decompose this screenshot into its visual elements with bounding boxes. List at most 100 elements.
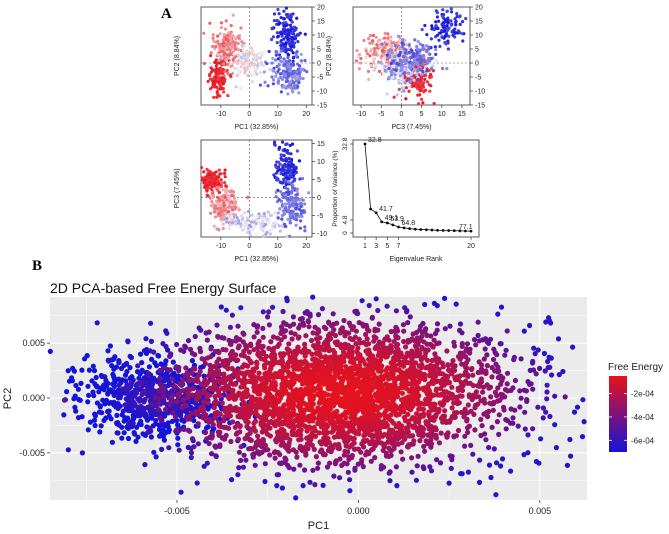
data-point — [212, 39, 216, 43]
data-point — [478, 416, 484, 422]
data-point — [250, 213, 254, 217]
data-point — [132, 431, 138, 437]
data-point — [297, 64, 302, 68]
data-point — [533, 371, 539, 377]
data-point — [385, 42, 389, 47]
data-point — [498, 304, 505, 310]
data-point — [212, 224, 216, 228]
data-point — [287, 156, 291, 161]
data-point — [457, 321, 464, 327]
data-point — [319, 306, 325, 312]
data-point — [389, 70, 393, 74]
data-point — [198, 364, 204, 371]
data-point — [234, 37, 238, 41]
data-point — [394, 68, 398, 72]
data-point — [262, 478, 268, 485]
data-point — [288, 23, 293, 27]
data-point — [294, 213, 299, 217]
data-point — [442, 36, 446, 40]
data-point — [459, 409, 465, 416]
data-point — [521, 328, 527, 334]
data-point — [394, 45, 399, 49]
data-point — [553, 445, 560, 451]
data-point — [400, 456, 406, 462]
data-point — [241, 51, 245, 55]
data-point — [473, 342, 479, 348]
y-tick-label: 20 — [475, 5, 483, 12]
data-point — [420, 72, 424, 77]
data-point — [212, 443, 218, 449]
data-point — [295, 203, 299, 207]
data-point — [455, 12, 459, 16]
data-point — [109, 439, 115, 445]
data-point — [315, 312, 322, 318]
data-point — [537, 365, 543, 371]
data-point — [228, 190, 232, 194]
data-point — [228, 438, 234, 445]
data-point — [393, 73, 397, 77]
data-point — [248, 66, 252, 70]
data-point — [77, 397, 83, 403]
data-point — [397, 53, 402, 57]
data-point — [349, 336, 355, 343]
data-point — [244, 224, 249, 228]
data-point — [235, 345, 241, 351]
data-point — [257, 391, 263, 397]
data-point — [281, 69, 286, 73]
data-point — [196, 394, 202, 400]
data-point — [255, 54, 259, 59]
data-point — [538, 436, 544, 442]
data-point — [397, 87, 401, 91]
data-point — [364, 449, 370, 455]
data-point — [211, 194, 216, 198]
data-point — [227, 403, 233, 409]
data-point — [151, 349, 157, 355]
data-point — [270, 61, 274, 65]
data-point — [274, 195, 278, 199]
data-point — [410, 415, 416, 421]
data-point — [288, 221, 292, 225]
data-point — [332, 332, 339, 339]
data-point — [72, 404, 78, 410]
data-point — [460, 32, 464, 36]
data-point — [418, 42, 422, 46]
data-point — [276, 160, 281, 164]
data-point — [517, 388, 523, 394]
data-point — [79, 367, 85, 373]
data-point — [407, 64, 412, 68]
data-point — [161, 386, 167, 392]
data-point — [446, 47, 450, 51]
data-point — [218, 32, 222, 36]
data-point — [307, 313, 313, 319]
data-point — [503, 417, 509, 423]
y-axis-title: PC2 (8.84%) — [326, 36, 333, 76]
data-point — [98, 423, 104, 429]
data-point — [251, 425, 257, 431]
data-point — [293, 495, 299, 501]
data-point — [257, 51, 262, 55]
data-point — [284, 202, 288, 206]
data-point — [296, 67, 300, 72]
scree-point — [447, 229, 451, 232]
y-axis-title: PC3 (7.45%) — [174, 168, 181, 208]
data-point — [411, 54, 415, 59]
data-point — [290, 31, 294, 35]
data-point — [380, 42, 384, 46]
data-point — [503, 426, 509, 432]
data-point — [494, 419, 500, 425]
data-point — [372, 68, 376, 72]
data-point — [306, 424, 313, 430]
data-point — [454, 19, 458, 23]
data-point — [448, 465, 454, 471]
data-point — [387, 66, 391, 71]
data-point — [417, 438, 423, 444]
data-point — [284, 159, 288, 163]
data-point — [424, 44, 429, 48]
data-point — [209, 451, 215, 457]
data-point — [238, 457, 244, 463]
data-point — [279, 426, 285, 432]
data-point — [286, 151, 291, 155]
data-point — [282, 455, 288, 461]
data-point — [394, 48, 398, 52]
